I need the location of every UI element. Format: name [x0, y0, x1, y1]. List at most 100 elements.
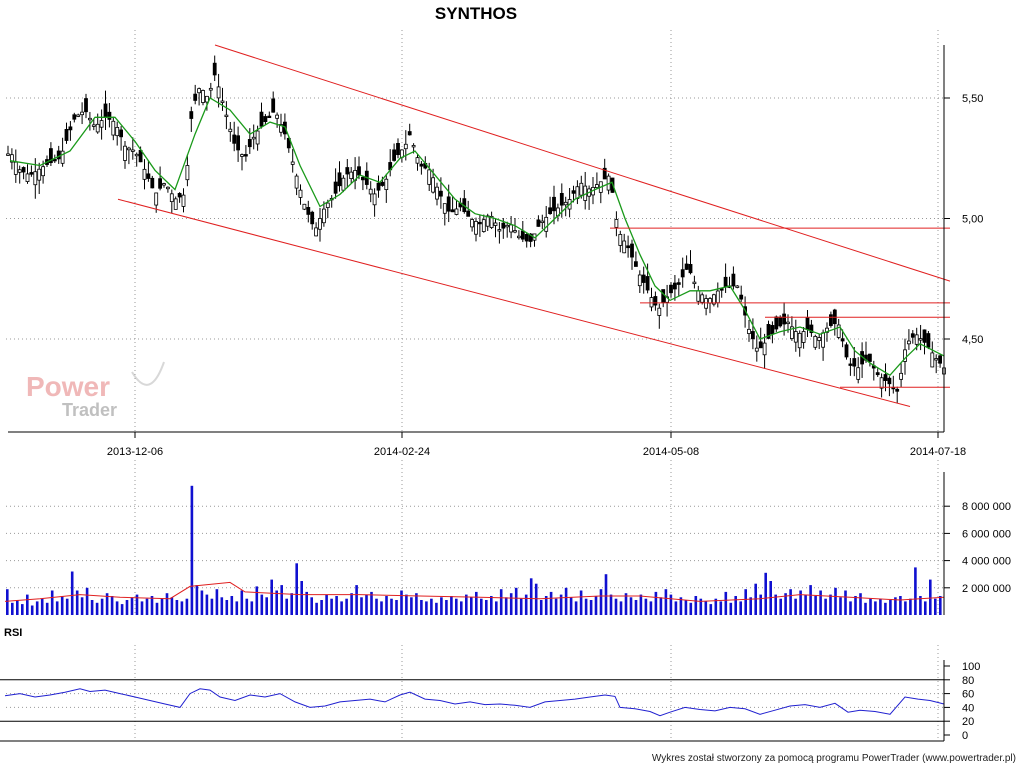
volume-bar: [729, 602, 733, 615]
candle-body: [926, 333, 931, 348]
volume-bar: [514, 587, 518, 615]
price-axis: 2013-12-06 2014-02-24 2014-05-08 2014-07-18…: [8, 45, 983, 458]
volume-bar: [395, 600, 398, 615]
volume-bar: [100, 598, 104, 615]
candle-body: [201, 90, 205, 103]
volume-bar: [644, 598, 648, 615]
volume-bar: [265, 597, 268, 615]
candle-body: [228, 128, 233, 133]
candle-body: [275, 114, 280, 119]
candle-body: [786, 321, 790, 325]
logo-swoosh: [131, 361, 165, 386]
candle-body: [318, 218, 322, 230]
volume-bar: [295, 563, 298, 615]
candle-body: [704, 298, 708, 309]
candle-body: [52, 158, 57, 162]
candle-body: [236, 135, 241, 151]
volume-bar: [739, 601, 742, 615]
candle-body: [446, 196, 451, 212]
volume-bar: [310, 597, 313, 615]
volume-bar: [719, 601, 723, 615]
candle-body: [758, 341, 763, 349]
candle-body: [688, 264, 693, 274]
candle-body: [481, 219, 486, 232]
candle-body: [641, 274, 646, 283]
candle-body: [127, 147, 131, 151]
candle-body: [723, 276, 728, 288]
volume-bar: [11, 602, 14, 615]
candle-body: [559, 193, 564, 206]
candle-body: [622, 240, 627, 254]
volume-bar: [734, 596, 737, 615]
candle-body: [88, 117, 92, 121]
volume-bar: [504, 597, 508, 615]
candle-body: [657, 307, 662, 316]
candle-body: [271, 98, 276, 113]
candle-body: [80, 111, 84, 116]
candle-body: [903, 349, 907, 362]
candle-body: [442, 203, 447, 214]
candle-body: [181, 194, 186, 207]
volume-bar: [554, 598, 558, 615]
candle-body: [263, 116, 268, 123]
volume-bar: [824, 598, 827, 615]
candle-body: [696, 290, 701, 302]
volume-average-line: [4, 581, 945, 602]
candle-body: [454, 208, 459, 215]
volume-bar: [225, 600, 229, 615]
footer-credit: Wykres został stworzony za pomocą progra…: [652, 753, 1016, 764]
candle-body: [68, 126, 73, 131]
rsi-y-tick-label: 60: [962, 689, 974, 701]
volume-bar: [90, 600, 94, 615]
candle-body: [751, 331, 755, 340]
volume-bar: [260, 594, 264, 615]
candle-body: [310, 211, 315, 225]
candle-body: [185, 165, 190, 181]
volume-bar: [924, 601, 927, 615]
volume-bar: [250, 601, 254, 615]
volume-bar: [889, 600, 892, 615]
volume-bar: [16, 600, 19, 615]
volume-bar: [365, 594, 368, 615]
volume-bar: [370, 591, 373, 615]
candle-body: [158, 178, 163, 189]
candle-body: [146, 173, 151, 179]
volume-bar: [909, 598, 912, 615]
volume-bar: [285, 598, 288, 615]
candle-body: [790, 326, 794, 339]
candle-body: [910, 333, 915, 338]
candle-body: [197, 88, 202, 94]
volume-bar: [809, 585, 812, 615]
volume-bar: [904, 601, 907, 615]
volume-bar: [704, 601, 708, 615]
candle-body: [294, 175, 299, 189]
volume-bar: [689, 602, 693, 615]
volume-bar: [435, 602, 438, 615]
volume-grid: [6, 460, 944, 615]
volume-bar: [699, 598, 703, 615]
volume-bar: [774, 594, 777, 615]
volume-bar: [205, 594, 209, 615]
candle-body: [747, 328, 751, 334]
candle-body: [431, 177, 436, 193]
candle-body: [907, 340, 911, 345]
candle-body: [899, 372, 903, 380]
candle-body: [552, 196, 556, 212]
candle-body: [544, 216, 549, 232]
volume-bar: [634, 600, 638, 615]
volume-bar: [415, 593, 418, 615]
candle-body: [165, 186, 170, 190]
price-x-tick-label: 2014-05-08: [643, 446, 699, 458]
volume-bar: [674, 601, 678, 615]
candle-body: [735, 285, 740, 288]
candle-body: [922, 329, 927, 343]
volume-bar: [160, 598, 164, 615]
volume-bar: [874, 601, 877, 615]
candle-body: [29, 172, 34, 175]
volume-bar: [584, 598, 588, 615]
volume-bar: [245, 598, 249, 615]
volume-bars: [4, 485, 945, 615]
volume-bar: [939, 596, 942, 615]
volume-bar: [465, 594, 468, 615]
volume-bar: [450, 596, 453, 615]
